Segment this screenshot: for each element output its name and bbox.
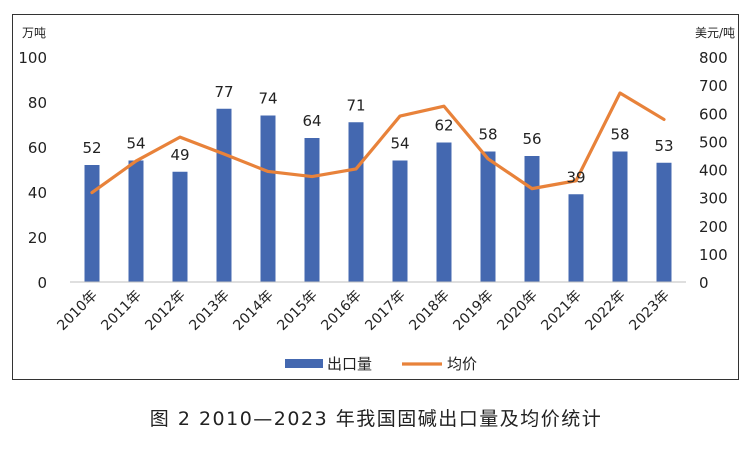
- left-tick-label: 80: [28, 94, 47, 112]
- bar: [172, 171, 188, 282]
- x-tick-label: 2022年: [582, 288, 628, 334]
- bar: [612, 151, 628, 282]
- x-tick-label: 2018年: [406, 288, 452, 334]
- bar: [84, 165, 100, 282]
- right-tick-label: 800: [699, 49, 728, 67]
- bar: [348, 122, 364, 282]
- bar-data-label: 53: [654, 137, 673, 155]
- x-tick-label: 2019年: [450, 288, 496, 334]
- right-tick-label: 300: [699, 190, 728, 208]
- bar-data-label: 62: [434, 117, 453, 135]
- bar-data-label: 58: [478, 126, 497, 144]
- right-tick-label: 100: [699, 246, 728, 264]
- bar-data-label: 58: [610, 126, 629, 144]
- bar-data-label: 56: [522, 130, 541, 148]
- bar: [260, 115, 276, 282]
- x-tick-label: 2020年: [494, 288, 540, 334]
- x-tick-label: 2011年: [98, 288, 144, 334]
- left-tick-label: 60: [28, 139, 47, 157]
- bar-data-label: 77: [214, 83, 233, 101]
- line-series-price: [90, 91, 666, 195]
- chart-frame: [12, 14, 739, 380]
- bar: [304, 138, 320, 282]
- bar-data-label: 64: [302, 112, 321, 130]
- bar: [216, 108, 232, 282]
- x-tick-label: 2016年: [318, 288, 364, 334]
- bar: [568, 194, 584, 282]
- left-tick-label: 100: [18, 49, 47, 67]
- x-tick-label: 2015年: [274, 288, 320, 334]
- chart: 万吨 美元/吨 0 20 40 60 80 100 0 100 200 300 400 500 600 700…: [18, 26, 735, 373]
- right-tick-label: 200: [699, 218, 728, 236]
- right-tick-label: 0: [699, 274, 709, 292]
- left-tick-label: 0: [37, 274, 47, 292]
- right-tick-label: 600: [699, 105, 728, 123]
- x-tick-label: 2010年: [54, 288, 100, 334]
- bar-data-label: 74: [258, 90, 277, 108]
- bar-data-label: 52: [82, 139, 101, 157]
- bar-data-label: 71: [346, 96, 365, 114]
- bar-data-label: 39: [566, 168, 585, 186]
- left-tick-label: 20: [28, 229, 47, 247]
- bar-data-label: 49: [170, 146, 189, 164]
- bar: [128, 160, 144, 282]
- left-tick-label: 40: [28, 184, 47, 202]
- x-tick-label: 2023年: [626, 288, 672, 334]
- bar: [392, 160, 408, 282]
- right-axis-unit: 美元/吨: [695, 26, 735, 40]
- legend-label-line: 均价: [447, 355, 477, 373]
- x-tick-label: 2014年: [230, 288, 276, 334]
- x-tick-label: 2021年: [538, 288, 584, 334]
- x-tick-label: 2012年: [142, 288, 188, 334]
- bar: [524, 156, 540, 282]
- left-axis-unit: 万吨: [22, 26, 46, 40]
- right-tick-label: 700: [699, 77, 728, 95]
- legend-label-bar: 出口量: [327, 355, 372, 373]
- bar-data-label: 54: [126, 135, 145, 153]
- right-tick-label: 500: [699, 133, 728, 151]
- x-tick-label: 2017年: [362, 288, 408, 334]
- figure-caption: 图 2 2010—2023 年我国固碱出口量及均价统计: [149, 408, 603, 430]
- legend-swatch-bar: [285, 359, 323, 368]
- right-tick-label: 400: [699, 162, 728, 180]
- x-tick-label: 2013年: [186, 288, 232, 334]
- bar: [480, 151, 496, 282]
- bar-data-label: 54: [390, 135, 409, 153]
- bar: [656, 162, 672, 282]
- bar: [436, 142, 452, 282]
